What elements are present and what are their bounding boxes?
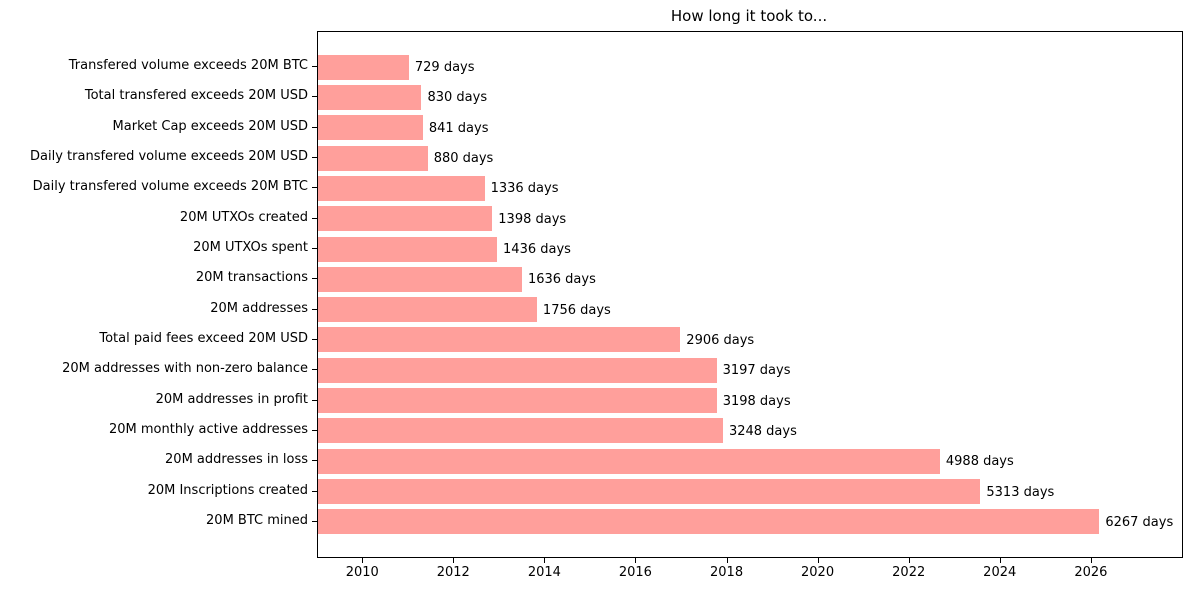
y-tick-mark — [312, 338, 317, 340]
x-tick-mark — [635, 558, 637, 563]
plot-area: 729 days 830 days 841 days 880 days 1336 day… — [317, 31, 1183, 558]
y-tick-label: 20M Inscriptions created — [147, 482, 308, 498]
y-tick-label: Daily transfered volume exceeds 20M BTC — [32, 179, 308, 195]
y-tick-mark — [312, 66, 317, 68]
x-tick-mark — [1090, 558, 1092, 563]
y-tick-label: Total transfered exceeds 20M USD — [84, 88, 308, 104]
bar-value-label: 3197 days — [722, 363, 791, 379]
y-tick-mark — [312, 248, 317, 250]
x-tick-mark — [453, 558, 455, 563]
x-tick-label: 2020 — [801, 565, 835, 580]
y-tick-label: 20M addresses in loss — [165, 452, 308, 468]
bar — [318, 448, 940, 474]
y-tick-mark — [312, 187, 317, 189]
x-tick-label: 2016 — [618, 565, 652, 580]
bar — [318, 206, 493, 232]
x-tick-label: 2014 — [527, 565, 561, 580]
y-tick-label: 20M addresses — [210, 300, 308, 316]
bar-value-label: 2906 days — [686, 332, 755, 348]
y-tick-mark — [312, 157, 317, 159]
bar-value-label: 830 days — [427, 90, 488, 106]
bar — [318, 175, 485, 201]
x-tick-label: 2024 — [983, 565, 1017, 580]
bar — [318, 266, 522, 292]
bar-value-label: 5313 days — [986, 484, 1055, 500]
x-tick-label: 2018 — [710, 565, 744, 580]
y-tick-mark — [312, 96, 317, 98]
bar — [318, 357, 717, 383]
bar-value-label: 729 days — [414, 60, 475, 76]
bar-value-label: 3248 days — [728, 423, 797, 439]
y-tick-label: 20M UTXOs spent — [193, 240, 308, 256]
y-tick-mark — [312, 429, 317, 431]
y-tick-mark — [312, 460, 317, 462]
x-tick-label: 2010 — [345, 565, 379, 580]
y-tick-label: Transfered volume exceeds 20M BTC — [68, 58, 308, 74]
bar — [318, 236, 498, 262]
bar — [318, 418, 723, 444]
y-tick-label: 20M monthly active addresses — [108, 421, 308, 437]
y-tick-mark — [312, 217, 317, 219]
bar — [318, 115, 423, 141]
y-tick-mark — [312, 399, 317, 401]
x-tick-label: 2026 — [1074, 565, 1108, 580]
x-tick-label: 2012 — [436, 565, 470, 580]
bar — [318, 388, 717, 414]
bar-value-label: 1756 days — [542, 302, 611, 318]
y-tick-label: 20M addresses in profit — [155, 391, 308, 407]
bar-value-label: 3198 days — [722, 393, 791, 409]
x-tick-mark — [726, 558, 728, 563]
bar-value-label: 841 days — [428, 120, 489, 136]
y-tick-label: Total paid fees exceed 20M USD — [99, 330, 308, 346]
x-tick-label: 2022 — [892, 565, 926, 580]
bar-value-label: 1436 days — [503, 242, 571, 258]
bar-value-label: 6267 days — [1105, 514, 1174, 530]
bar — [318, 297, 537, 323]
y-tick-label: 20M transactions — [195, 270, 308, 286]
y-tick-mark — [312, 308, 317, 310]
y-tick-label: Daily transfered volume exceeds 20M USD — [30, 149, 308, 165]
y-tick-label: 20M UTXOs created — [179, 209, 308, 225]
y-tick-mark — [312, 520, 317, 522]
y-tick-label: Market Cap exceeds 20M USD — [112, 118, 308, 134]
y-tick-mark — [312, 369, 317, 371]
x-tick-mark — [999, 558, 1001, 563]
y-tick-label: 20M addresses with non-zero balance — [62, 361, 308, 377]
bar — [318, 54, 409, 80]
x-tick-mark — [362, 558, 364, 563]
bar-value-label: 1636 days — [527, 272, 596, 288]
bar-value-label: 880 days — [433, 151, 494, 167]
y-tick-mark — [312, 126, 317, 128]
bar — [318, 509, 1100, 535]
bar-value-label: 4988 days — [945, 454, 1014, 470]
chart-title: How long it took to... — [670, 7, 828, 25]
x-tick-mark — [544, 558, 546, 563]
x-tick-mark — [908, 558, 910, 563]
y-tick-mark — [312, 278, 317, 280]
y-tick-label: 20M BTC mined — [206, 512, 308, 528]
bar — [318, 145, 428, 171]
bar — [318, 327, 681, 353]
bar — [318, 84, 422, 110]
y-tick-mark — [312, 490, 317, 492]
bar-value-label: 1336 days — [490, 181, 559, 197]
bar-value-label: 1398 days — [498, 211, 567, 227]
bar — [318, 479, 981, 505]
x-tick-mark — [817, 558, 819, 563]
